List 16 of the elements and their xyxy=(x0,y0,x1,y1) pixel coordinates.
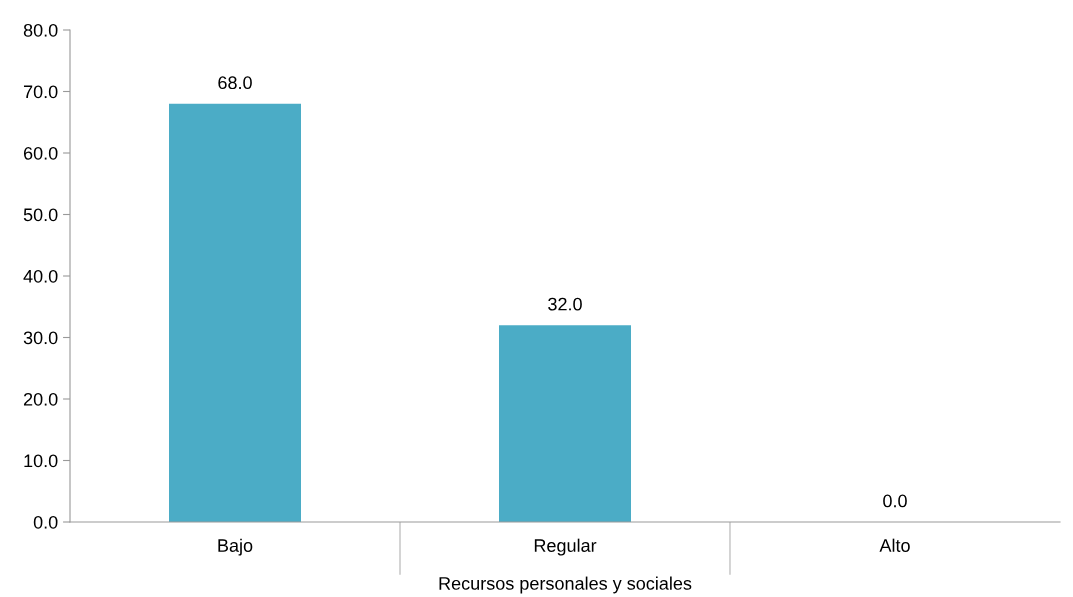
x-tick-label: Alto xyxy=(879,538,910,552)
y-tick-label: 30.0 xyxy=(23,331,58,345)
x-tick-label: Bajo xyxy=(218,538,253,556)
y-tick-label: 10.0 xyxy=(24,454,58,468)
y-tick-label: 0.0 xyxy=(33,515,58,529)
data-label: 32.0 xyxy=(548,297,582,311)
y-tick-label: 80.0 xyxy=(23,23,58,37)
data-label: 0.0 xyxy=(883,494,907,508)
y-tick-label: 40.0 xyxy=(23,269,58,283)
y-tick-label: 20.0 xyxy=(23,392,58,406)
data-label: 68.0 xyxy=(218,76,252,90)
x-tick-label: Regular xyxy=(534,538,597,556)
y-tick-label: 60.0 xyxy=(23,146,58,160)
y-tick-label: 70.0 xyxy=(23,85,58,99)
x-axis-title: Recursos personales y sociales xyxy=(439,576,692,594)
y-tick-label: 50.0 xyxy=(23,208,58,222)
